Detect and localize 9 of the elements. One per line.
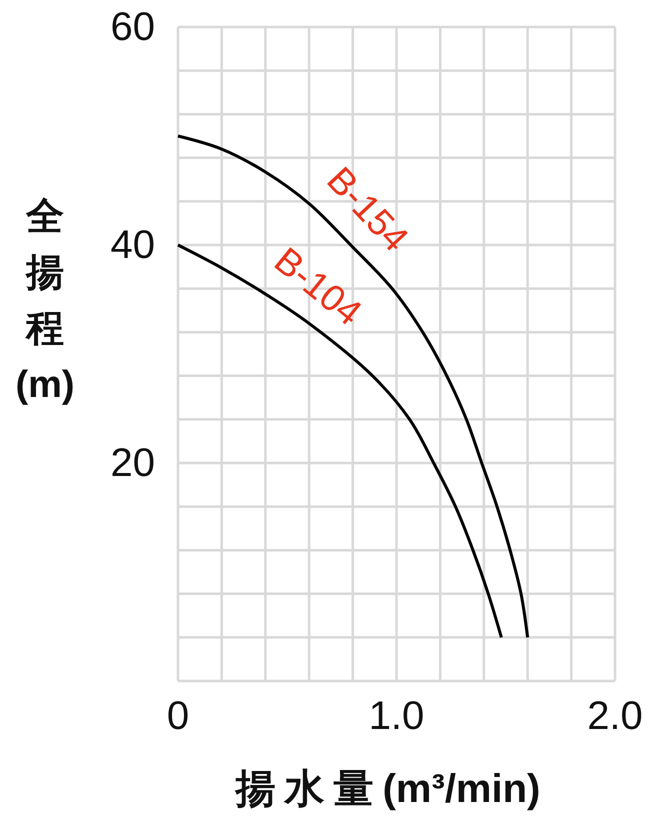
x-tick-label: 1.0 (368, 694, 424, 738)
x-tick-label: 0 (166, 694, 190, 738)
line-series (176, 134, 530, 639)
x-axis-title: 揚水量(m³/min) (234, 767, 540, 811)
y-tick-label: 20 (110, 441, 155, 485)
x-tick-label: 2.0 (587, 694, 643, 738)
y-tick-label: 60 (110, 5, 155, 49)
y-tick-label: 40 (110, 223, 155, 267)
y-axis-title: 全揚程(m) (15, 196, 75, 406)
